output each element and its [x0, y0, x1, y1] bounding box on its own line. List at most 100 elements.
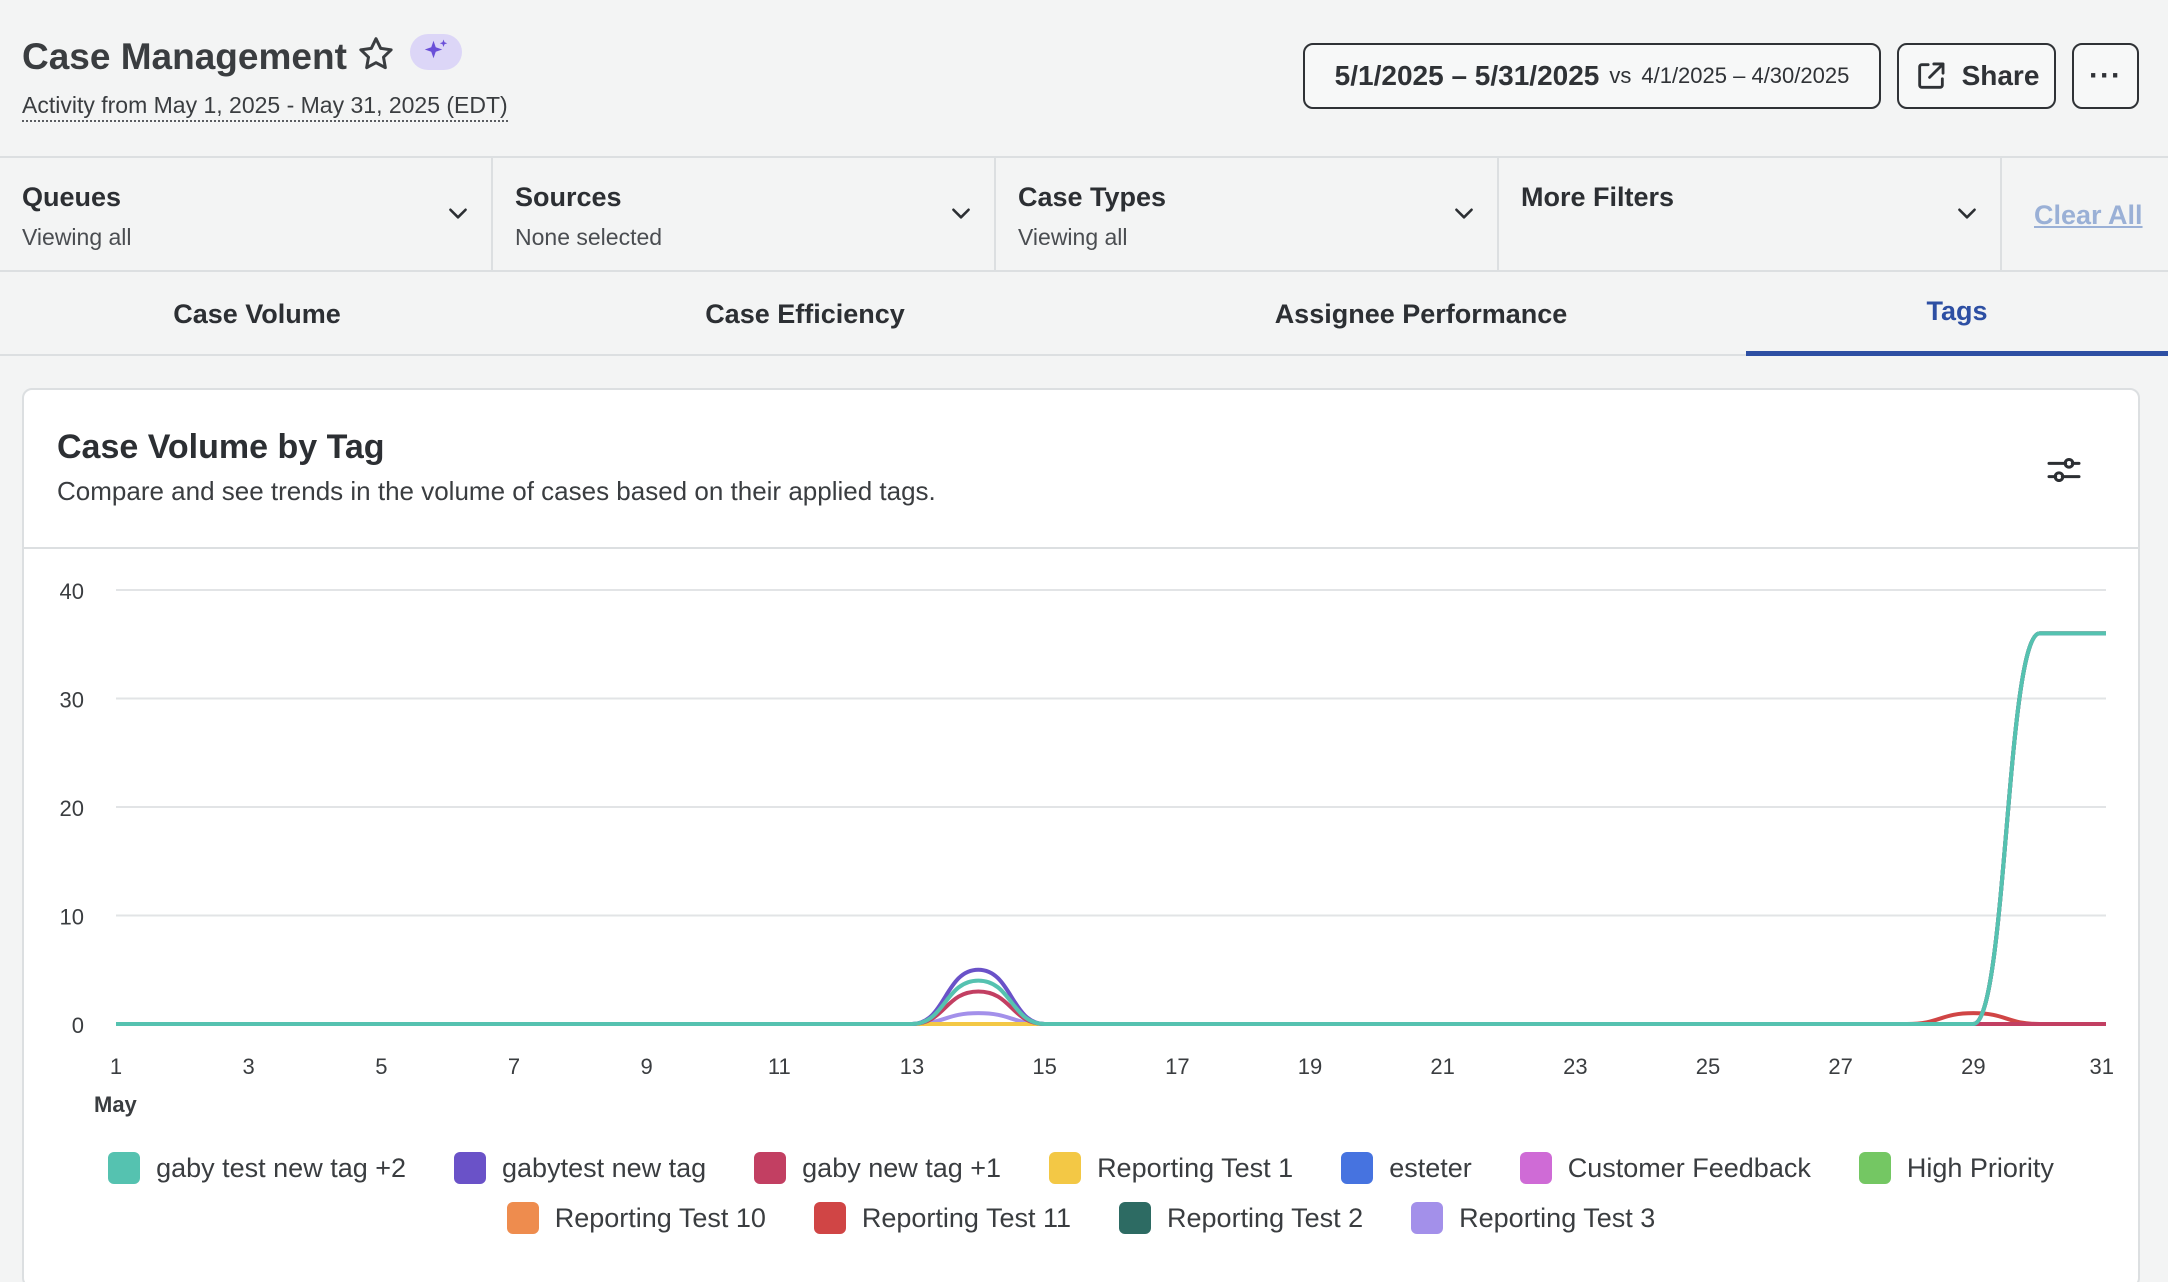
legend-label: Reporting Test 10 [554, 1202, 766, 1233]
legend-swatch [506, 1202, 539, 1234]
filter-label: Case Types [1018, 182, 1167, 212]
legend-item[interactable]: gaby new tag +1 [754, 1152, 1001, 1184]
series-line-reporting-test-1 [116, 631, 2106, 1026]
series-line-high-priority [116, 631, 2106, 1026]
y-tick-label: 30 [60, 688, 84, 713]
page-title: Case Management [22, 36, 347, 77]
y-tick-label: 10 [60, 905, 84, 930]
x-tick-label: 17 [1165, 1054, 1189, 1079]
chart-card: Case Volume by Tag Compare and see trend… [22, 388, 2140, 1282]
more-options-button[interactable]: ··· [2072, 43, 2139, 109]
card-title: Case Volume by Tag [57, 428, 385, 466]
x-tick-label: 23 [1563, 1054, 1587, 1079]
y-tick-label: 0 [72, 1013, 84, 1038]
chevron-down-icon [1455, 208, 1473, 219]
filter-label: More Filters [1521, 182, 1675, 212]
ai-assist-button[interactable] [410, 34, 462, 70]
x-tick-label: 19 [1298, 1054, 1322, 1079]
legend-swatch [1519, 1152, 1552, 1184]
series-line-gaby-new-tag-1 [116, 989, 2106, 1026]
legend-item[interactable]: gabytest new tag [454, 1152, 706, 1184]
legend-swatch [1049, 1152, 1082, 1184]
x-tick-label: 5 [375, 1054, 387, 1079]
legend-swatch [754, 1152, 787, 1184]
legend-item[interactable]: Reporting Test 10 [506, 1202, 766, 1234]
card-description: Compare and see trends in the volume of … [57, 476, 936, 506]
filter-value: Viewing all [1018, 224, 1128, 250]
x-tick-label: 1 [110, 1054, 122, 1079]
y-tick-label: 20 [60, 796, 84, 821]
legend-swatch [1341, 1152, 1374, 1184]
legend-row: Reporting Test 10 Reporting Test 11 Report… [24, 1202, 2138, 1234]
x-tick-label: 3 [243, 1054, 255, 1079]
legend-label: Reporting Test 1 [1097, 1152, 1294, 1183]
x-tick-label: 15 [1032, 1054, 1056, 1079]
x-month-label: May [94, 1092, 138, 1117]
series-line-reporting-test-10 [116, 631, 2106, 1026]
legend-item[interactable]: Customer Feedback [1519, 1152, 1811, 1184]
x-tick-label: 13 [900, 1054, 924, 1079]
x-tick-label: 9 [641, 1054, 653, 1079]
card-divider [24, 547, 2138, 549]
filter-bar: Queues Viewing all Sources None selected… [0, 156, 2168, 272]
filter-label: Queues [22, 182, 122, 212]
tab-case-efficiency[interactable]: Case Efficiency [705, 298, 905, 329]
tab-assignee-performance[interactable]: Assignee Performance [1274, 298, 1568, 329]
ellipsis-icon: ··· [2089, 59, 2122, 92]
legend-item[interactable]: Reporting Test 11 [813, 1202, 1072, 1234]
activity-range-subtitle[interactable]: Activity from May 1, 2025 - May 31, 2025… [22, 92, 508, 122]
clear-all-link[interactable]: Clear All [2034, 200, 2143, 230]
series-line-gabytest-new-tag [116, 631, 2106, 1026]
chart-settings-icon[interactable] [2044, 450, 2084, 490]
legend-item[interactable]: Reporting Test 3 [1411, 1202, 1655, 1234]
legend-swatch [454, 1152, 487, 1184]
legend-swatch [108, 1152, 141, 1184]
chevron-down-icon [952, 208, 970, 219]
legend-swatch [813, 1202, 846, 1234]
legend-item[interactable]: esteter [1341, 1152, 1472, 1184]
filter-label: Sources [515, 182, 622, 212]
legend-item[interactable]: Reporting Test 2 [1119, 1202, 1363, 1234]
date-range-button[interactable]: 5/1/2025 – 5/31/2025 vs 4/1/2025 – 4/30/… [1303, 43, 1881, 109]
external-link-icon [1917, 62, 1945, 89]
x-tick-label: 7 [508, 1054, 520, 1079]
tab-tags[interactable]: Tags [1746, 272, 2168, 356]
star-icon[interactable] [356, 34, 396, 74]
filter-case-types[interactable]: Case Types Viewing all [996, 158, 1499, 270]
legend-label: gaby test new tag +2 [156, 1152, 407, 1183]
legend-swatch [1411, 1202, 1444, 1234]
x-tick-label: 25 [1696, 1054, 1720, 1079]
date-range-label: 5/1/2025 – 5/31/2025 [1334, 60, 1600, 91]
legend-label: Reporting Test 3 [1459, 1202, 1656, 1233]
filter-sources[interactable]: Sources None selected [493, 158, 996, 270]
filter-queues[interactable]: Queues Viewing all [0, 158, 493, 270]
legend-item[interactable]: gaby test new tag +2 [108, 1152, 406, 1184]
legend-item[interactable]: High Priority [1858, 1152, 2054, 1184]
compare-range-label: 4/1/2025 – 4/30/2025 [1641, 63, 1850, 88]
chevron-down-icon [1958, 208, 1976, 219]
legend-row: gaby test new tag +2 gabytest new tag gaby… [24, 1152, 2138, 1184]
tab-case-volume[interactable]: Case Volume [173, 298, 341, 329]
report-tabs: Case Volume Case Efficiency Assignee Per… [0, 272, 2168, 356]
x-tick-label: 11 [768, 1054, 791, 1079]
legend-label: esteter [1389, 1152, 1472, 1183]
x-tick-label: 31 [2090, 1054, 2114, 1079]
vs-label: vs [1609, 63, 1632, 88]
legend-label: gabytest new tag [502, 1152, 707, 1183]
legend-label: Reporting Test 11 [861, 1202, 1072, 1233]
chart-legend: gaby test new tag +2 gabytest new tag gaby… [24, 1152, 2138, 1252]
legend-item[interactable]: Reporting Test 1 [1049, 1152, 1293, 1184]
legend-swatch [1119, 1202, 1152, 1234]
x-tick-label: 27 [1828, 1054, 1852, 1079]
legend-label: Customer Feedback [1567, 1152, 1811, 1183]
sparkle-icon [424, 39, 448, 59]
legend-label: High Priority [1906, 1152, 2054, 1183]
series-line-esteter [116, 631, 2106, 1026]
series-line-gaby-test-new-tag-2 [116, 631, 2106, 1026]
filter-value: None selected [515, 224, 663, 250]
share-button[interactable]: Share [1897, 43, 2056, 109]
filter-more-filters[interactable]: More Filters [1499, 158, 2002, 270]
share-label: Share [1961, 60, 2040, 91]
filter-value: Viewing all [22, 224, 132, 250]
